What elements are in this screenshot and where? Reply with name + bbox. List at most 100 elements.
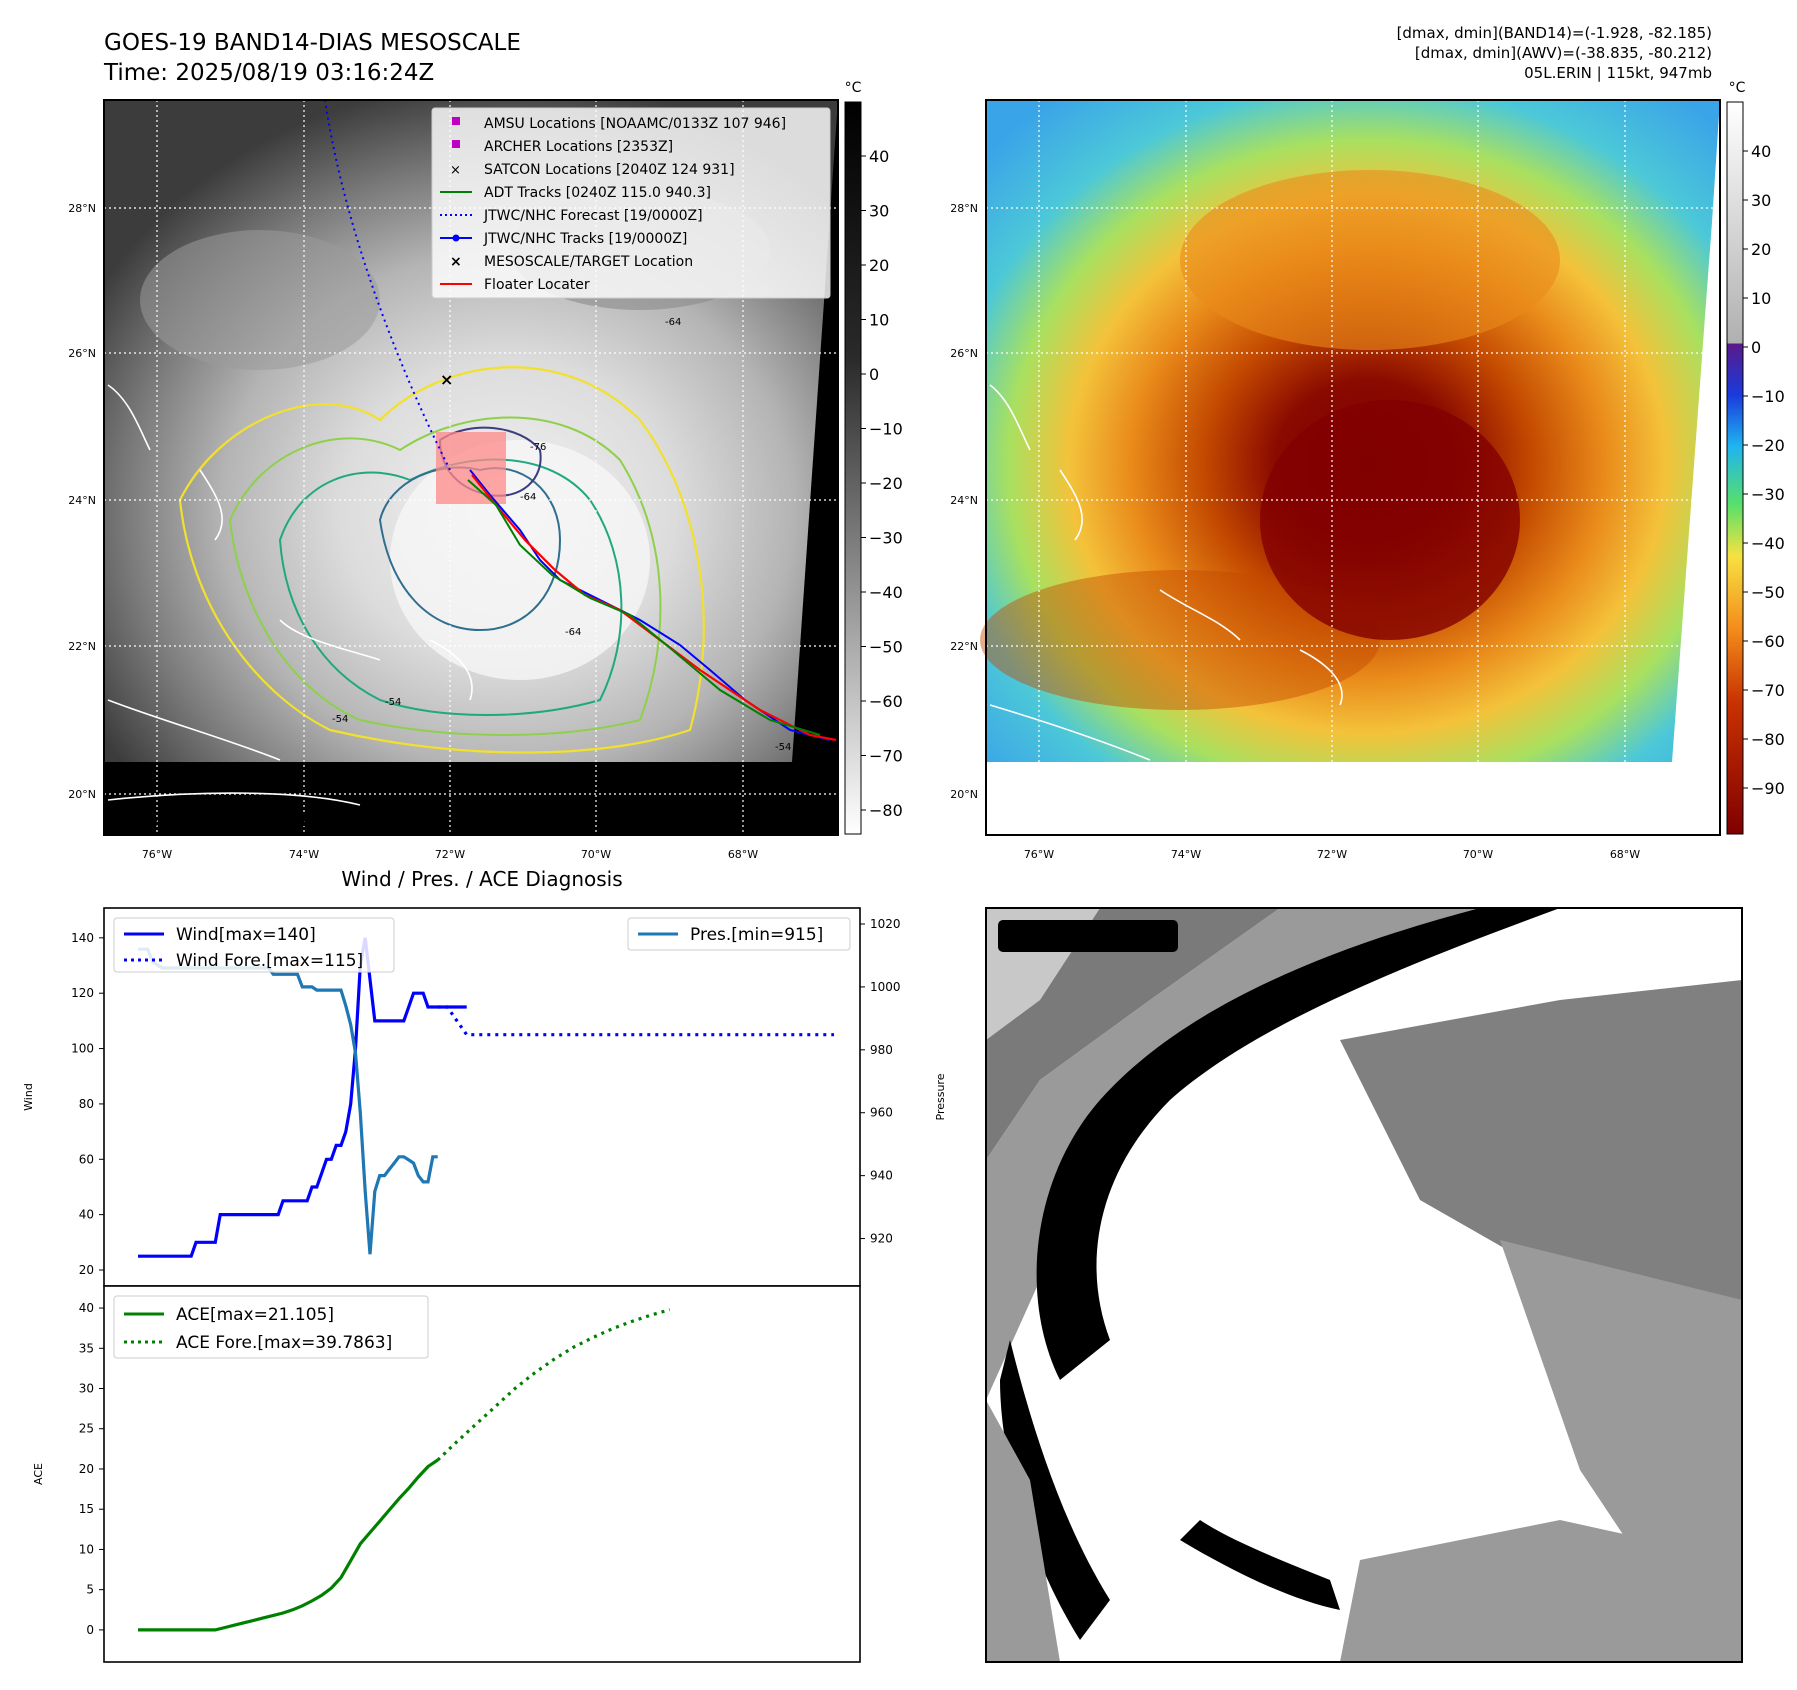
- archer-symbol: [452, 140, 460, 148]
- wmg-count-label: WMG Count: 0: [1006, 926, 1159, 948]
- wmg-panel: WMG Count: 0: [985, 907, 1743, 1663]
- color-colorbar-ticks: 40 30 20 10 0 −10 −20 −30 −40 −50 −60 −70 −80 −90: [1743, 142, 1785, 798]
- coastline: [989, 384, 1343, 761]
- gray-colorbar: °C 40 30 20 10 0 −10 −20 −30 −40 −50 −60 −70 −80: [844, 80, 903, 835]
- ace-line: [138, 1458, 439, 1632]
- pressure-tick-label: 940: [870, 1169, 893, 1183]
- colorbar-tick-label: −40: [1751, 534, 1785, 553]
- eye-core: [1260, 400, 1520, 640]
- lat-tick-label: 22°N: [68, 640, 96, 653]
- colorbar-tick-label: 20: [869, 256, 889, 275]
- gray-colorbar-ticks: 40 30 20 10 0 −10 −20 −30 −40 −50 −60 −70 −80: [861, 147, 903, 820]
- contour-label: -54: [775, 742, 791, 753]
- lat-tick-label: 26°N: [950, 347, 978, 360]
- amsu-symbol: [452, 117, 460, 125]
- ace-tick-label: 35: [79, 1341, 94, 1355]
- pressure-y-ticks: 1020 1000 980 960 940 920: [860, 917, 901, 1246]
- colorbar-tick-label: 40: [1751, 142, 1771, 161]
- wmg-band-black: [1000, 1340, 1110, 1640]
- ace-y-ticks: 40 35 30 25 20 15 10 5 0: [79, 1301, 104, 1637]
- wind-tick-label: 140: [71, 931, 94, 945]
- ace-series: [138, 1308, 671, 1632]
- ace-tick-label: 0: [86, 1623, 94, 1637]
- adt-track: [467, 479, 821, 736]
- colorbar-tick-label: −20: [1751, 436, 1785, 455]
- color-ir-map: [980, 99, 1721, 836]
- wind-tick-label: 20: [79, 1263, 94, 1277]
- wind-tick-label: 80: [79, 1097, 94, 1111]
- gray-colorbar-unit: °C: [845, 80, 862, 96]
- floater-box: [436, 432, 506, 504]
- ace-axis-label: ACE: [32, 1463, 45, 1485]
- colorbar-tick-label: −10: [869, 420, 903, 439]
- gray-map-frame: [103, 99, 839, 836]
- colorbar-tick-label: −10: [1751, 387, 1785, 406]
- contour-label: -64: [520, 492, 536, 503]
- wind-tick-label: 60: [79, 1152, 94, 1166]
- wind-tick-label: 40: [79, 1208, 94, 1222]
- info-awv: [dmax, dmin](AWV)=(-38.835, -80.212): [1415, 44, 1712, 62]
- color-map-grid: [986, 100, 1720, 835]
- figure-time: Time: 2025/08/19 03:16:24Z: [103, 60, 434, 86]
- pressure-legend-label: Pres.[min=915]: [690, 925, 823, 945]
- colorbar-tick-label: 30: [869, 202, 889, 221]
- map-legend: AMSU Locations [NOAAMC/0133Z 107 946] AR…: [431, 107, 831, 299]
- colorbar-tick-label: 10: [869, 311, 889, 330]
- color-map-frame: [985, 99, 1721, 836]
- colorbar-tick-label: −20: [869, 474, 903, 493]
- color-colorbar-bar: [1726, 101, 1744, 835]
- color-map-axis: 76°W 74°W 72°W 70°W 68°W 28°N 26°N 24°N 22°N 20°N: [950, 202, 1640, 861]
- target-marker: ×: [440, 370, 453, 389]
- lat-tick-label: 20°N: [950, 788, 978, 801]
- lon-tick-label: 68°W: [1610, 848, 1640, 861]
- lat-tick-label: 28°N: [950, 202, 978, 215]
- lat-tick-label: 20°N: [68, 788, 96, 801]
- ace-tick-label: 15: [79, 1502, 94, 1516]
- legend-floater: Floater Locater: [484, 277, 590, 293]
- colorbar-tick-label: 0: [869, 365, 879, 384]
- lon-tick-label: 76°W: [142, 848, 172, 861]
- pressure-tick-label: 920: [870, 1232, 893, 1246]
- wind-forecast-line: [437, 1005, 834, 1037]
- wind-y-ticks: 140 120 100 80 60 40 20: [71, 931, 104, 1277]
- contour-teal: [278, 458, 623, 716]
- lon-tick-label: 70°W: [581, 848, 611, 861]
- wind-forecast-legend-label: Wind Fore.[max=115]: [176, 951, 363, 971]
- contour-label: -64: [665, 317, 681, 328]
- diagnosis-title: Wind / Pres. / ACE Diagnosis: [341, 867, 622, 891]
- colorbar-tick-label: 40: [869, 147, 889, 166]
- color-colorbar-unit: °C: [1729, 80, 1746, 96]
- legend-box: [431, 107, 831, 299]
- legend-tracks: JTWC/NHC Tracks [19/0000Z]: [483, 231, 687, 247]
- lat-tick-label: 28°N: [68, 202, 96, 215]
- ace-tick-label: 30: [79, 1382, 94, 1396]
- ace-tick-label: 20: [79, 1462, 94, 1476]
- contour-label: -76: [530, 442, 546, 453]
- cloud-band: [1180, 170, 1560, 350]
- wind-tick-label: 100: [71, 1042, 94, 1056]
- wmg-band-black: [1180, 1520, 1340, 1610]
- lon-tick-label: 72°W: [435, 848, 465, 861]
- pressure-tick-label: 1020: [870, 917, 901, 931]
- colorbar-tick-label: −80: [1751, 730, 1785, 749]
- ace-tick-label: 40: [79, 1301, 94, 1315]
- colorbar-tick-label: 30: [1751, 191, 1771, 210]
- colorbar-tick-label: 0: [1751, 338, 1761, 357]
- ace-forecast-line: [436, 1308, 671, 1462]
- wmg-region: [1340, 980, 1742, 1300]
- ace-legend-box: [113, 1295, 429, 1359]
- lon-tick-label: 70°W: [1463, 848, 1493, 861]
- wind-tick-label: 120: [71, 986, 94, 1000]
- colorbar-tick-label: 10: [1751, 289, 1771, 308]
- wmg-region: [986, 1400, 1060, 1662]
- colorbar-tick-label: −80: [869, 801, 903, 820]
- wind-pressure-chart: Wind Pressure 140 120 100 80 60 40 20 1020 1000…: [22, 907, 947, 1287]
- tracks-dot-icon: [452, 234, 460, 242]
- colorbar-tick-label: −30: [869, 529, 903, 548]
- wmg-region: [1340, 1520, 1742, 1662]
- figure-title: GOES-19 BAND14-DIAS MESOSCALE: [104, 30, 521, 56]
- ace-legend-label: ACE[max=21.105]: [176, 1305, 334, 1325]
- lon-tick-label: 76°W: [1024, 848, 1054, 861]
- contour-lightgreen: [228, 416, 662, 736]
